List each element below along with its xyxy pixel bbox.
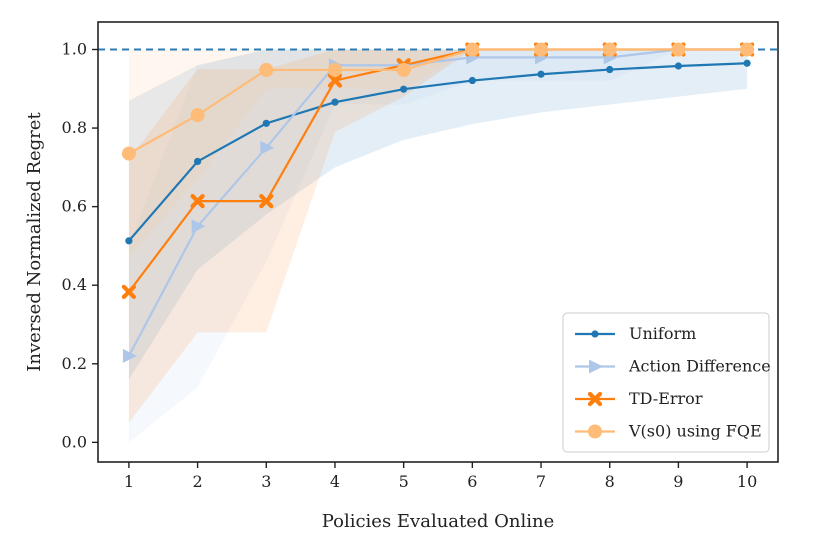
x-axis: 1 2 3 4 5 6 7 8 9 10 xyxy=(124,462,757,491)
data-point-s1-x9 xyxy=(674,62,683,70)
data-point-s1-x10 xyxy=(743,59,751,67)
y-axis: 0.0 0.2 0.4 0.6 0.8 1.0 xyxy=(62,40,98,451)
data-point-s4-x10 xyxy=(740,42,755,57)
legend: Uniform Action Difference TD-Error V(s0) us… xyxy=(562,312,771,453)
series-markers xyxy=(121,42,756,363)
data-point-s2-x3 xyxy=(260,140,275,155)
x-tick-label: 3 xyxy=(261,472,271,491)
data-point-s4-x4 xyxy=(327,62,342,77)
series-lines xyxy=(127,48,748,357)
legend-label-3: TD-Error xyxy=(629,389,703,408)
data-point-s2-x2 xyxy=(191,219,206,234)
x-tick-label: 10 xyxy=(737,472,757,491)
data-point-s1-x2 xyxy=(193,157,202,166)
data-point-s1-x1 xyxy=(125,237,133,245)
legend-item-4: V(s0) using FQE xyxy=(575,422,762,441)
y-tick-label: 0.4 xyxy=(62,275,87,294)
data-point-s3-x4 xyxy=(327,73,343,88)
x-tick-label: 8 xyxy=(605,472,615,491)
series-line-2 xyxy=(127,48,748,357)
data-point-s4-x3 xyxy=(259,62,274,77)
series-line-1 xyxy=(128,62,748,242)
legend-marker-1 xyxy=(591,330,599,338)
confidence-bands xyxy=(128,49,748,443)
data-point-s4-x6 xyxy=(465,42,480,57)
data-point-s1-x7 xyxy=(537,70,545,78)
data-point-s3-x2 xyxy=(190,194,205,209)
x-tick-label: 7 xyxy=(536,472,546,491)
x-tick-label: 1 xyxy=(124,472,134,491)
data-point-s4-x9 xyxy=(671,42,686,57)
band-series-2 xyxy=(128,49,748,443)
x-tick-label: 2 xyxy=(193,472,203,491)
data-point-s4-x8 xyxy=(602,42,617,57)
y-tick-label: 0.0 xyxy=(62,432,87,451)
series-line-4 xyxy=(128,48,748,155)
data-point-s4-x5 xyxy=(396,62,411,77)
legend-item-2: Action Difference xyxy=(575,357,771,376)
data-point-s1-x6 xyxy=(468,76,476,85)
data-point-s3-x1 xyxy=(121,284,137,299)
data-point-s4-x7 xyxy=(534,42,549,57)
band-series-4 xyxy=(128,49,748,258)
legend-label-4: V(s0) using FQE xyxy=(628,422,762,441)
x-axis-title: Policies Evaluated Online xyxy=(322,511,555,532)
data-point-s4-x1 xyxy=(121,146,136,161)
x-tick-label: 6 xyxy=(467,472,477,491)
plot-frame xyxy=(97,21,779,463)
data-point-s1-x3 xyxy=(262,119,270,127)
legend-marker-4 xyxy=(588,424,602,439)
band-series-3 xyxy=(128,49,748,423)
legend-item-3: TD-Error xyxy=(575,389,703,408)
x-tick-label: 5 xyxy=(399,472,409,491)
data-point-s1-x5 xyxy=(400,85,408,93)
y-tick-label: 1.0 xyxy=(62,40,87,59)
y-tick-label: 0.6 xyxy=(62,197,87,216)
data-point-s2-x1 xyxy=(122,348,137,363)
y-tick-label: 0.8 xyxy=(62,118,87,137)
legend-item-1: Uniform xyxy=(575,324,696,343)
data-point-s1-x8 xyxy=(606,65,614,74)
x-tick-label: 4 xyxy=(330,472,340,491)
y-tick-label: 0.2 xyxy=(62,354,87,373)
legend-marker-3 xyxy=(587,391,603,407)
legend-box xyxy=(562,312,770,453)
y-axis-title: Inversed Normalized Regret xyxy=(24,112,45,372)
legend-label-1: Uniform xyxy=(629,324,696,343)
data-point-s4-x2 xyxy=(190,108,205,123)
legend-marker-2 xyxy=(589,359,603,374)
band-series-1 xyxy=(128,49,748,380)
x-tick-label: 9 xyxy=(673,472,683,491)
data-point-s1-x4 xyxy=(331,98,339,106)
data-point-s3-x3 xyxy=(259,194,274,209)
legend-label-2: Action Difference xyxy=(628,357,771,376)
